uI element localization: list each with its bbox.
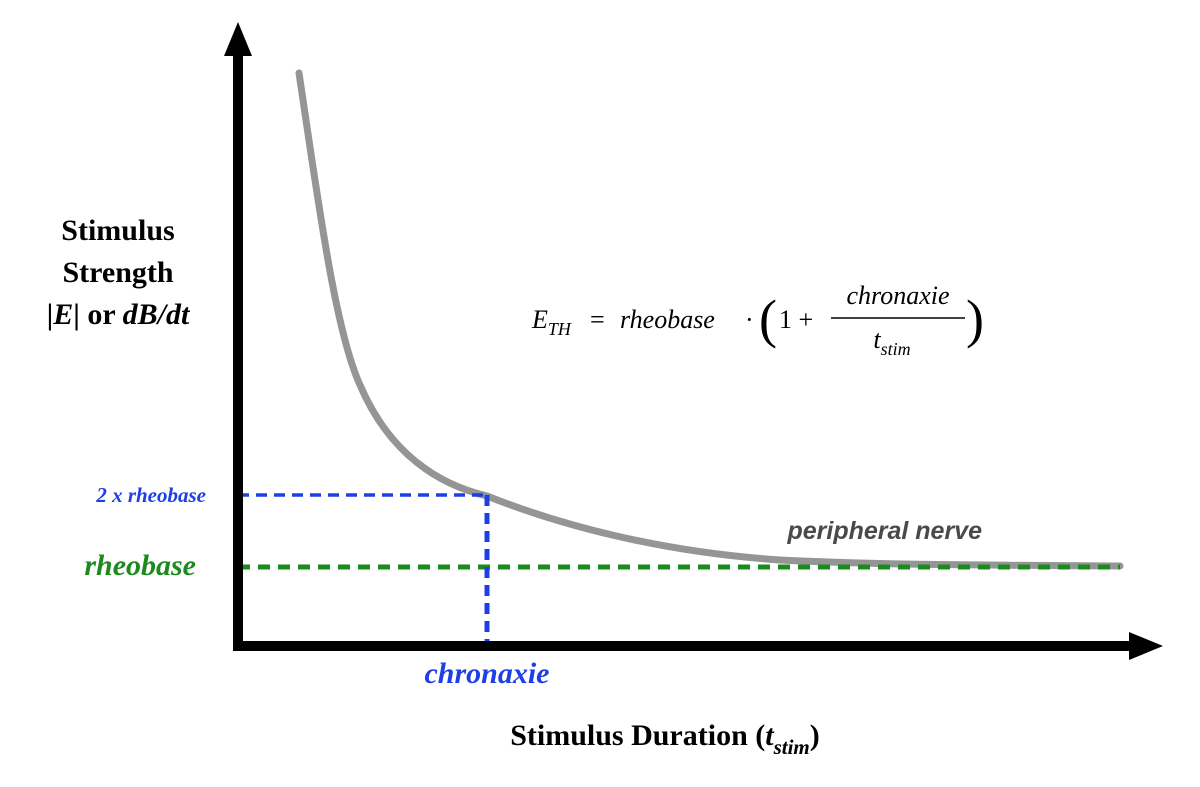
formula-rheobase: rheobase (620, 305, 715, 334)
formula-one-plus: 1 + (779, 305, 813, 334)
y-axis-label-line2: Strength (62, 256, 173, 289)
formula-equals: = (590, 305, 605, 334)
formula-open-paren: ( (759, 289, 777, 349)
formula-close-paren: ) (966, 289, 984, 349)
x-axis-label: Stimulus Duration (tstim) (510, 719, 820, 759)
formula-numerator: chronaxie (847, 281, 950, 310)
y-axis-arrowhead (224, 22, 252, 56)
y-axis-label-line1: Stimulus (61, 214, 174, 247)
threshold-formula: ETH = rheobase · ( 1 + chronaxie tstim ) (531, 281, 984, 359)
y-axis-label-line3: |E| or dB/dt (47, 298, 191, 331)
formula-lhs: ETH (531, 305, 572, 339)
formula-denominator: tstim (873, 325, 910, 359)
rheobase-label: rheobase (84, 549, 196, 582)
curve-label: peripheral nerve (786, 517, 982, 545)
formula-dot: · (745, 305, 754, 334)
chronaxie-label: chronaxie (424, 657, 549, 690)
x-axis-arrowhead (1129, 632, 1163, 660)
two-rheobase-label: 2 x rheobase (95, 483, 206, 507)
strength-duration-curve (295, 69, 1124, 570)
